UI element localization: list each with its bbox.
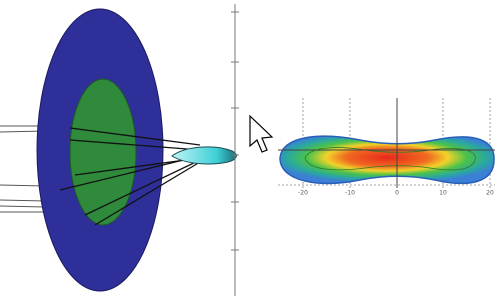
x-tick-label: 10	[439, 190, 447, 197]
page: -20-1001020 (() => { const data = JSON.p…	[0, 0, 503, 296]
green-disk	[70, 79, 136, 225]
x-tick-label: -10	[345, 190, 355, 197]
x-tick-label: 20	[486, 190, 494, 197]
scene: -20 -10 0 10 20	[0, 0, 503, 296]
heatmap-plot: -20 -10 0 10 20	[278, 98, 495, 197]
x-tick-label: -20	[298, 190, 308, 197]
wire	[0, 206, 45, 207]
focus-spot	[172, 147, 236, 164]
beam-profile	[280, 136, 494, 183]
x-tick-label: 0	[395, 190, 399, 197]
wire	[0, 185, 45, 186]
wire	[0, 200, 45, 201]
vertical-axis	[231, 4, 239, 296]
mouse-cursor	[250, 116, 272, 152]
x-tick-labels: -20 -10 0 10 20	[298, 190, 494, 197]
